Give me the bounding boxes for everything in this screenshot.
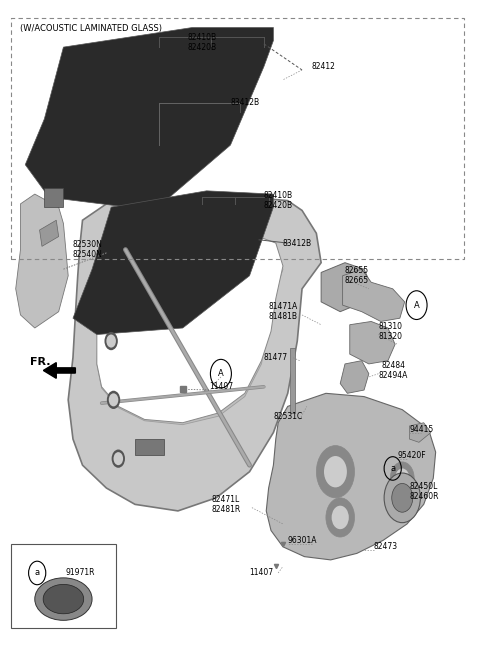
Bar [135,439,164,455]
Polygon shape [266,394,436,560]
Polygon shape [409,422,431,442]
Polygon shape [350,321,395,364]
Text: A: A [218,369,224,379]
Circle shape [392,483,413,512]
Text: FR.: FR. [30,358,50,367]
Circle shape [332,506,349,529]
Polygon shape [321,262,371,312]
Polygon shape [340,361,369,394]
Circle shape [107,335,116,348]
Text: 82484
82494A: 82484 82494A [378,361,408,380]
Text: 11407: 11407 [250,569,274,577]
Circle shape [384,473,420,523]
Text: (W/ACOUSTIC LAMINATED GLASS): (W/ACOUSTIC LAMINATED GLASS) [21,24,162,33]
Polygon shape [44,188,63,207]
Text: 81310
81320: 81310 81320 [378,321,402,341]
Circle shape [324,456,347,487]
Text: 82473: 82473 [373,543,398,551]
Text: 83412B: 83412B [283,239,312,247]
Text: 82412: 82412 [312,62,336,72]
Text: 96301A: 96301A [288,536,317,544]
Circle shape [105,332,118,350]
Text: 82471L
82481R: 82471L 82481R [211,495,240,514]
Polygon shape [73,191,274,335]
Circle shape [107,391,120,409]
Text: 82410B
82420B: 82410B 82420B [187,33,216,52]
Text: 82450L
82460R: 82450L 82460R [409,482,439,501]
Polygon shape [39,220,59,247]
Text: 81477: 81477 [264,353,288,362]
Polygon shape [25,28,274,211]
Text: A: A [414,300,420,310]
Text: 83412B: 83412B [230,98,260,107]
Circle shape [112,449,125,468]
Circle shape [326,498,355,537]
Polygon shape [97,230,283,422]
Circle shape [114,452,123,465]
Text: 94415: 94415 [409,424,433,434]
Polygon shape [290,348,295,413]
Circle shape [109,394,118,406]
Text: 81471A
81481B: 81471A 81481B [269,302,298,321]
Polygon shape [343,269,405,321]
Text: a: a [35,569,40,577]
Text: 82655
82665: 82655 82665 [345,266,369,285]
Text: 11407: 11407 [209,382,233,391]
Ellipse shape [35,578,92,621]
Text: 95420F: 95420F [397,451,426,460]
Polygon shape [16,194,68,328]
Text: a: a [390,464,395,473]
Polygon shape [43,363,75,379]
Polygon shape [97,230,283,424]
Text: 91971R: 91971R [66,569,96,577]
Text: 82410B
82420B: 82410B 82420B [264,191,293,211]
Text: 82530N
82540N: 82530N 82540N [73,240,103,259]
Circle shape [316,445,355,498]
Circle shape [390,462,414,495]
Text: 82531C: 82531C [274,412,303,420]
Polygon shape [68,197,321,511]
Ellipse shape [43,584,84,614]
Circle shape [395,468,409,488]
